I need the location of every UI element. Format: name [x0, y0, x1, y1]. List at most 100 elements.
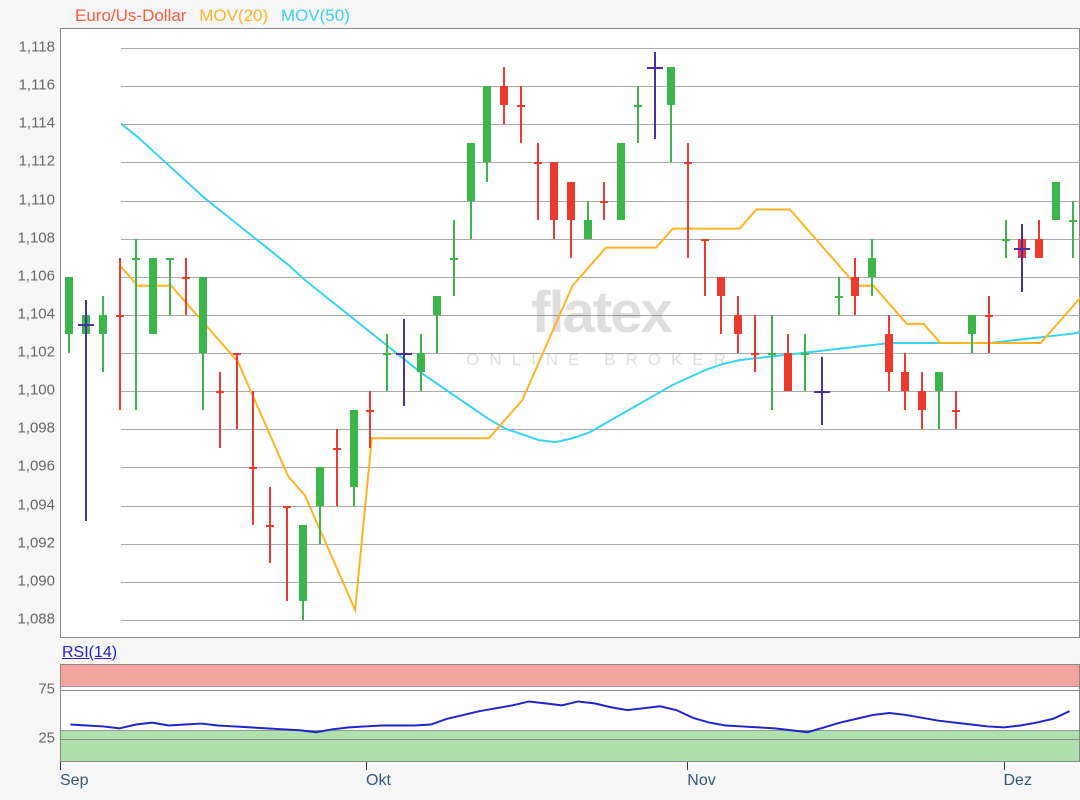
- candle-body[interactable]: [935, 372, 943, 391]
- candle-body[interactable]: [667, 67, 675, 105]
- candle-body[interactable]: [199, 277, 207, 353]
- price-gridline: [121, 315, 1080, 316]
- crosshair-marker-horizontal[interactable]: [78, 324, 94, 326]
- candle-body[interactable]: [1035, 239, 1043, 258]
- candle-body[interactable]: [383, 353, 391, 355]
- candle-body[interactable]: [885, 334, 893, 372]
- candle-wick[interactable]: [219, 372, 221, 448]
- x-axis-label-okt[interactable]: Okt: [366, 772, 391, 790]
- candle-wick[interactable]: [135, 239, 137, 411]
- candle-wick[interactable]: [286, 506, 288, 601]
- crosshair-marker-horizontal[interactable]: [647, 67, 663, 69]
- crosshair-marker-vertical[interactable]: [403, 319, 405, 406]
- candle-wick[interactable]: [336, 429, 338, 505]
- candle-body[interactable]: [182, 277, 190, 279]
- crosshair-marker-vertical[interactable]: [1021, 224, 1023, 292]
- candlestick-chart-window: Euro/Us-Dollar MOV(20) MOV(50) flatex ON…: [0, 0, 1080, 800]
- candle-body[interactable]: [216, 391, 224, 393]
- price-panel[interactable]: flatex ONLINE BROKER: [60, 28, 1080, 638]
- candle-body[interactable]: [433, 296, 441, 315]
- candle-body[interactable]: [684, 162, 692, 164]
- candle-body[interactable]: [316, 467, 324, 505]
- candle-body[interactable]: [734, 315, 742, 334]
- candle-body[interactable]: [550, 162, 558, 219]
- candle-wick[interactable]: [687, 143, 689, 257]
- x-axis-label-nov[interactable]: Nov: [687, 772, 715, 790]
- candle-body[interactable]: [233, 353, 241, 355]
- candle-body[interactable]: [116, 315, 124, 317]
- candle-body[interactable]: [567, 182, 575, 220]
- candle-body[interactable]: [266, 525, 274, 527]
- candle-body[interactable]: [517, 105, 525, 107]
- candle-body[interactable]: [768, 353, 776, 355]
- candle-body[interactable]: [534, 162, 542, 164]
- candle-body[interactable]: [1002, 239, 1010, 241]
- candle-wick[interactable]: [754, 315, 756, 372]
- candle-body[interactable]: [65, 277, 73, 334]
- candle-body[interactable]: [450, 258, 458, 260]
- candle-wick[interactable]: [369, 391, 371, 448]
- crosshair-marker-horizontal[interactable]: [396, 353, 412, 355]
- candle-wick[interactable]: [236, 353, 238, 429]
- candle-body[interactable]: [249, 467, 257, 469]
- candle-body[interactable]: [1052, 182, 1060, 220]
- candle-wick[interactable]: [637, 86, 639, 143]
- candle-body[interactable]: [366, 410, 374, 412]
- candle-wick[interactable]: [185, 258, 187, 315]
- candle-body[interactable]: [283, 506, 291, 508]
- candle-body[interactable]: [835, 296, 843, 298]
- candle-wick[interactable]: [252, 391, 254, 524]
- candle-wick[interactable]: [771, 315, 773, 410]
- candle-body[interactable]: [132, 258, 140, 260]
- candle-body[interactable]: [500, 86, 508, 105]
- candle-wick[interactable]: [119, 258, 121, 411]
- candle-body[interactable]: [417, 353, 425, 372]
- candle-body[interactable]: [299, 525, 307, 601]
- x-axis-label-sep[interactable]: Sep: [60, 772, 88, 790]
- candle-wick[interactable]: [704, 239, 706, 296]
- candle-body[interactable]: [166, 258, 174, 260]
- candle-wick[interactable]: [537, 143, 539, 219]
- candle-body[interactable]: [617, 143, 625, 219]
- candle-body[interactable]: [918, 391, 926, 410]
- candle-body[interactable]: [149, 258, 157, 334]
- candle-body[interactable]: [784, 353, 792, 391]
- candle-body[interactable]: [467, 143, 475, 200]
- candle-body[interactable]: [99, 315, 107, 334]
- crosshair-marker-horizontal[interactable]: [1014, 248, 1030, 250]
- candle-body[interactable]: [483, 86, 491, 162]
- candle-body[interactable]: [333, 448, 341, 450]
- candle-body[interactable]: [1069, 220, 1077, 222]
- candle-body[interactable]: [901, 372, 909, 391]
- crosshair-marker-horizontal[interactable]: [814, 391, 830, 393]
- candle-body[interactable]: [701, 239, 709, 241]
- rsi-line-path[interactable]: [70, 701, 1069, 732]
- candle-body[interactable]: [600, 201, 608, 203]
- candle-body[interactable]: [868, 258, 876, 277]
- candle-body[interactable]: [851, 277, 859, 296]
- rsi-panel[interactable]: [60, 664, 1080, 762]
- price-y-axis-label: 1,094: [0, 496, 55, 513]
- candle-wick[interactable]: [1072, 201, 1074, 258]
- candle-wick[interactable]: [804, 334, 806, 391]
- candle-body[interactable]: [717, 277, 725, 296]
- candle-body[interactable]: [968, 315, 976, 334]
- candle-body[interactable]: [801, 353, 809, 355]
- price-y-axis-label: 1,110: [0, 191, 55, 208]
- candle-body[interactable]: [985, 315, 993, 317]
- x-axis-label-dez[interactable]: Dez: [1004, 772, 1032, 790]
- crosshair-marker-vertical[interactable]: [654, 52, 656, 139]
- candle-wick[interactable]: [520, 86, 522, 143]
- crosshair-marker-vertical[interactable]: [85, 300, 87, 521]
- candle-body[interactable]: [350, 410, 358, 486]
- candle-body[interactable]: [751, 353, 759, 355]
- candle-body[interactable]: [952, 410, 960, 412]
- price-y-axis-label: 1,092: [0, 534, 55, 551]
- candle-wick[interactable]: [102, 296, 104, 372]
- candle-wick[interactable]: [386, 334, 388, 391]
- candle-body[interactable]: [634, 105, 642, 107]
- candle-body[interactable]: [584, 220, 592, 239]
- candle-wick[interactable]: [988, 296, 990, 353]
- price-y-axis-label: 1,104: [0, 305, 55, 322]
- candle-wick[interactable]: [169, 258, 171, 315]
